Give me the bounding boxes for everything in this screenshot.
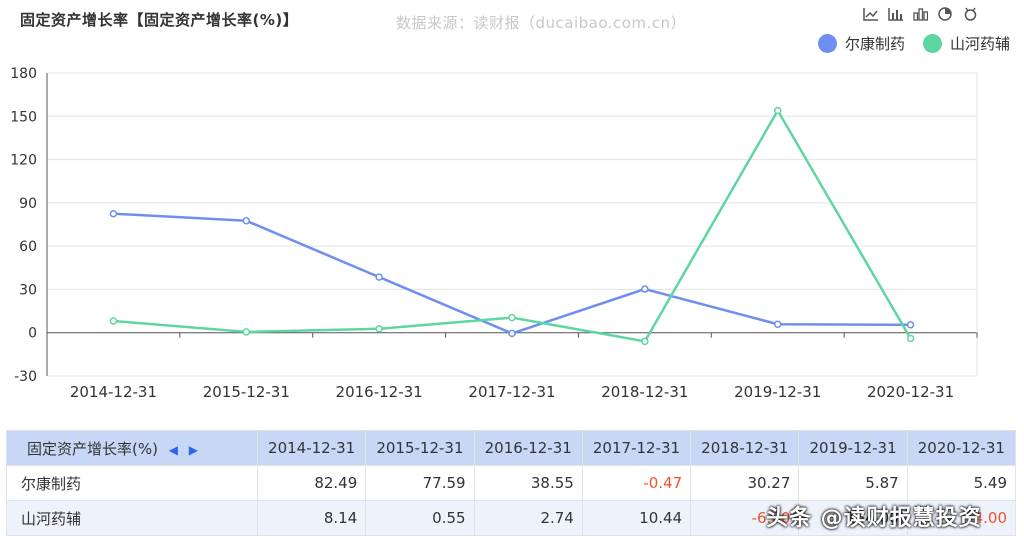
table-cell: -6.00	[690, 500, 800, 536]
table-col-header: 2015-12-31	[365, 430, 475, 466]
chart-legend: 尔康制药 山河药辅	[817, 33, 1010, 54]
data-point-series-1	[109, 209, 118, 218]
table-cell: 82.49	[256, 465, 367, 501]
y-tick-label: 60	[19, 239, 37, 255]
y-tick-label: 30	[19, 282, 37, 298]
table-col-header: 2014-12-31	[256, 430, 367, 466]
x-tick-label: 2015-12-31	[203, 383, 290, 401]
table-col-header: 2019-12-31	[798, 430, 908, 466]
table-col-header: 2018-12-31	[690, 430, 800, 466]
table-col-header: 2017-12-31	[581, 430, 692, 466]
legend-dot-series-1	[817, 34, 837, 53]
data-point-series-1	[242, 217, 251, 225]
y-tick-label: 90	[19, 196, 37, 212]
data-point-series-2	[242, 328, 251, 336]
table-cell: 8.14	[256, 500, 367, 536]
data-point-series-1	[773, 320, 782, 328]
table-cell: 10.44	[581, 500, 692, 536]
table-header-label: 固定资产增长率(%)	[27, 439, 158, 458]
y-tick-label: 120	[10, 153, 37, 169]
x-tick-label: 2017-12-31	[468, 383, 555, 401]
table-cell: 5.87	[798, 465, 908, 501]
y-tick-label: 180	[10, 66, 37, 82]
data-point-series-1	[508, 329, 516, 338]
chart-toolbox	[862, 6, 978, 22]
scroll-left-icon[interactable]: ◀	[168, 442, 178, 457]
table-row-name: 山河药辅	[6, 500, 258, 536]
x-tick-label: 2018-12-31	[601, 383, 688, 401]
x-tick-label: 2016-12-31	[336, 383, 423, 401]
restore-icon[interactable]	[962, 6, 978, 22]
series-line-2	[113, 109, 912, 343]
legend-label-series-2: 山河药辅	[949, 35, 1010, 53]
table-row: 尔康制药 82.49 77.59 38.55 -0.47 30.27 5.87 …	[6, 465, 1017, 501]
bar-chart-icon[interactable]	[887, 6, 903, 22]
pie-chart-icon[interactable]	[937, 6, 953, 22]
data-point-series-2	[508, 313, 516, 322]
table-cell: 30.27	[690, 465, 800, 501]
y-tick-label: 150	[10, 109, 37, 125]
table-col-header: 2020-12-31	[906, 430, 1017, 466]
line-chart-icon[interactable]	[862, 6, 878, 22]
table-col-header: 2016-12-31	[473, 430, 583, 466]
legend-item-series-1[interactable]: 尔康制药	[817, 33, 905, 54]
legend-item-series-2[interactable]: 山河药辅	[922, 33, 1010, 54]
data-point-series-1	[375, 273, 383, 281]
legend-dot-series-2	[922, 34, 942, 53]
y-tick-label: -30	[14, 369, 37, 385]
chart-title: 固定资产增长率【固定资产增长率(%)】	[20, 11, 299, 29]
table-cell: 77.59	[365, 465, 475, 501]
data-point-series-2	[906, 334, 915, 343]
scroll-right-icon[interactable]: ▶	[188, 442, 198, 457]
data-source-note: 数据来源：读财报（ducaibao.com.cn）	[396, 14, 687, 32]
data-point-series-1	[906, 321, 915, 329]
table-cell: -4.00	[906, 500, 1017, 536]
table-cell: 5.49	[906, 465, 1017, 501]
line-chart: 180 150 120 90 60 30 0 -30 2014-12-31 2015-12-31 2…	[10, 66, 978, 401]
data-point-series-2	[773, 106, 782, 115]
table-row-name: 尔康制药	[6, 465, 258, 501]
table-cell: 0.55	[365, 500, 475, 536]
data-point-series-2	[375, 325, 383, 333]
y-tick-label: 0	[28, 326, 37, 342]
table-row: 山河药辅 8.14 0.55 2.74 10.44 -6.00 154.00 -…	[6, 500, 1017, 536]
table-header-row: 固定资产增长率(%) ◀ ▶ 2014-12-31 2015-12-31 201…	[6, 430, 1017, 466]
table-cell: 154.00	[798, 500, 908, 536]
x-tick-label: 2014-12-31	[70, 383, 157, 401]
table-row-header: 固定资产增长率(%) ◀ ▶	[6, 430, 258, 466]
table-cell: -0.47	[581, 465, 692, 501]
table-cell: 38.55	[473, 465, 583, 501]
watermark: 头条 @读财报慧投资	[766, 506, 982, 531]
stacked-bar-icon[interactable]	[912, 6, 928, 22]
legend-label-series-1: 尔康制药	[844, 35, 905, 53]
x-tick-label: 2020-12-31	[867, 383, 954, 401]
data-point-series-2	[641, 337, 649, 346]
data-table: 固定资产增长率(%) ◀ ▶ 2014-12-31 2015-12-31 201…	[6, 430, 1017, 536]
data-point-series-2	[109, 317, 118, 325]
table-cell: 2.74	[473, 500, 583, 536]
x-tick-label: 2019-12-31	[734, 383, 821, 401]
data-point-series-1	[641, 285, 649, 293]
